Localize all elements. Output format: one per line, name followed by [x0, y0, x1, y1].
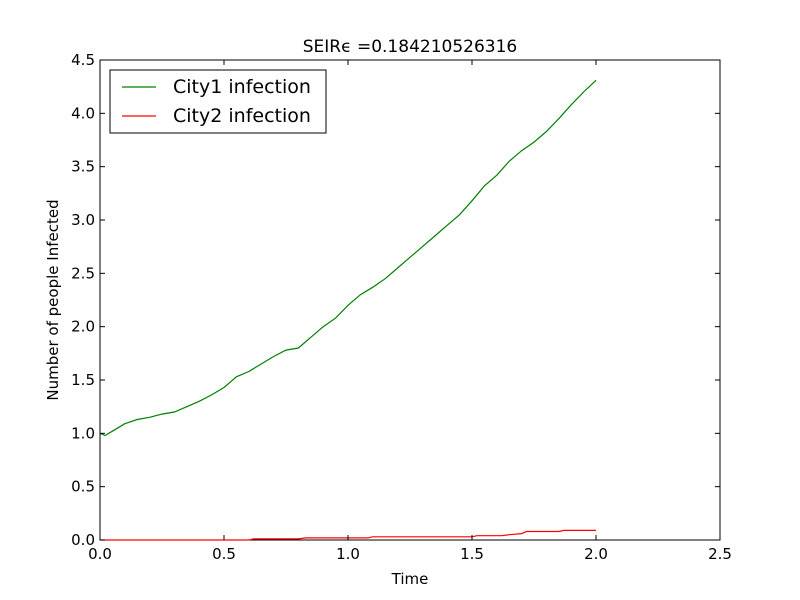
- x-axis-ticks: 0.0 0.5 1.0 1.5 2.0 2.5: [88, 60, 732, 563]
- y-tick-label: 1.0: [71, 424, 95, 442]
- y-tick-label: 1.5: [71, 371, 95, 389]
- y-tick-label: 3.0: [71, 211, 95, 229]
- y-axis-ticks: 0.0 0.5 1.0 1.5 2.0 2.5 3.0 3.5 4.0 4.5: [71, 51, 720, 549]
- x-tick-label: 1.5: [460, 545, 484, 563]
- x-axis-label: Time: [391, 570, 429, 588]
- y-tick-label: 0.0: [71, 531, 95, 549]
- plot-frame: [99, 59, 721, 541]
- y-tick-label: 0.5: [71, 478, 95, 496]
- legend-label-city2: City2 infection: [173, 105, 311, 127]
- legend-label-city1: City1 infection: [173, 76, 311, 98]
- x-tick-label: 2.0: [584, 545, 608, 563]
- x-tick-label: 2.5: [708, 545, 732, 563]
- legend-box: [109, 69, 327, 134]
- y-tick-label: 4.5: [71, 51, 95, 69]
- y-tick-label: 4.0: [71, 104, 95, 122]
- chart-title: SEIRϵ =0.184210526316: [303, 37, 517, 57]
- series-layer: [99, 79, 597, 541]
- x-tick-label: 0.5: [212, 545, 236, 563]
- y-tick-label: 2.0: [71, 318, 95, 336]
- series-line-2: [100, 529, 596, 541]
- legend: City1 infection City2 infection: [109, 69, 327, 134]
- x-tick-label: 1.0: [336, 545, 360, 563]
- series-line-1: [99, 79, 597, 437]
- y-tick-label: 2.5: [71, 264, 95, 282]
- y-axis-label: Number of people Infected: [44, 199, 62, 400]
- y-tick-label: 3.5: [71, 158, 95, 176]
- x-tick-label: 0.0: [88, 545, 112, 563]
